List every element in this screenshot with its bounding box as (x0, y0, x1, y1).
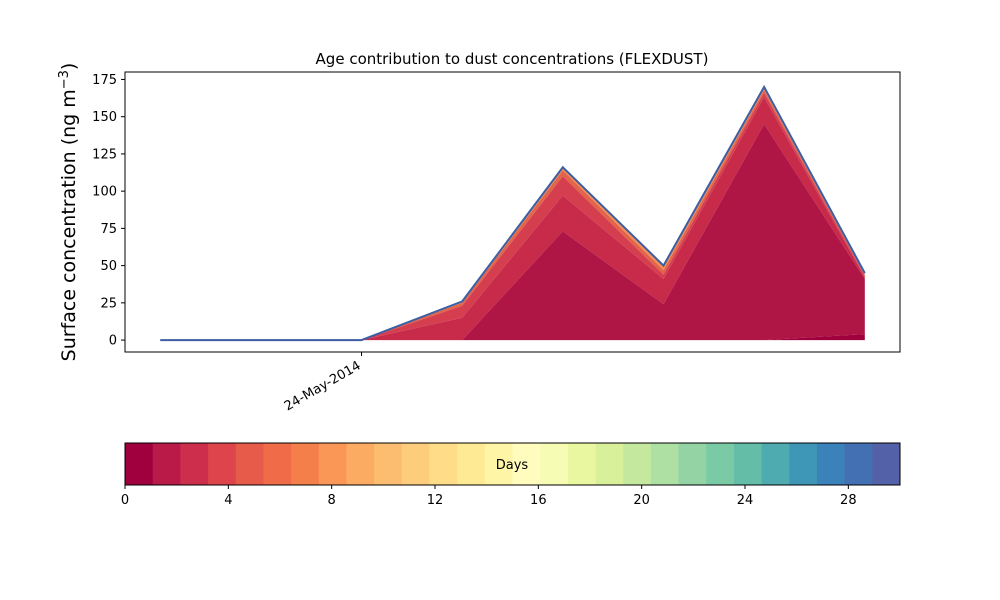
colorbar-segment (208, 443, 237, 485)
y-tick-label: 175 (92, 73, 117, 88)
y-tick-label: 125 (92, 147, 117, 162)
colorbar-segment (816, 443, 846, 485)
colorbar-segment (263, 443, 292, 485)
colorbar-segment (180, 443, 209, 485)
y-axis-label-main: Surface concentration (ng m (58, 89, 80, 361)
y-axis-label-close: ) (58, 63, 80, 70)
colorbar-segment (291, 443, 320, 485)
colorbar-tick-label: 8 (328, 493, 336, 508)
y-tick-label: 25 (100, 296, 117, 311)
y-tick-label: 50 (100, 259, 117, 274)
colorbar-tick-label: 12 (427, 493, 444, 508)
colorbar-segment (125, 443, 154, 485)
age-band-area (160, 334, 865, 341)
x-tick-label: 24-May-2014 (282, 358, 364, 414)
colorbar-tick-label: 0 (121, 493, 129, 508)
colorbar-segment (374, 443, 403, 485)
colorbar-segment (318, 443, 347, 485)
colorbar-segment (540, 443, 569, 485)
chart-title: Age contribution to dust concentrations … (316, 50, 709, 68)
colorbar-segment (789, 443, 818, 485)
colorbar-segment (429, 443, 458, 485)
colorbar-tick-label: 4 (224, 493, 232, 508)
plot-area (160, 84, 866, 342)
colorbar-segment (512, 443, 541, 485)
y-tick-label: 100 (92, 185, 117, 200)
colorbar-segment (235, 443, 264, 485)
colorbar-tick-label: 28 (840, 493, 857, 508)
colorbar-segment (706, 443, 735, 485)
colorbar-segment (567, 443, 597, 485)
colorbar-tick-label: 24 (737, 493, 754, 508)
x-axis: 24-May-2014 (282, 352, 364, 414)
y-tick-label: 0 (109, 334, 117, 349)
y-tick-label: 75 (100, 222, 117, 237)
colorbar-segment (733, 443, 763, 485)
colorbar-label: Days (496, 458, 529, 473)
colorbar-segment (152, 443, 181, 485)
y-axis: 0 25 50 75 100 125 150 175 (92, 73, 125, 349)
colorbar-frame (124, 442, 901, 486)
colorbar-tick-label: 20 (633, 493, 650, 508)
y-axis-label: Surface concentration (ng m−3) (57, 63, 80, 362)
colorbar-segment (346, 443, 375, 485)
y-axis-label-sup: −3 (57, 70, 72, 89)
colorbar: 0 4 8 12 16 20 24 28 (121, 442, 901, 508)
colorbar-segment (457, 443, 486, 485)
colorbar-segment (484, 443, 513, 485)
colorbar-segment (872, 443, 901, 485)
colorbar-segment (761, 443, 790, 485)
colorbar-segment (623, 443, 652, 485)
colorbar-segment (401, 443, 430, 485)
plot-frame (124, 71, 901, 353)
age-band-area (160, 124, 865, 341)
total-concentration-line (160, 84, 866, 342)
colorbar-segment (595, 443, 624, 485)
colorbar-segment (844, 443, 873, 485)
colorbar-tick-label: 16 (530, 493, 547, 508)
colorbar-segment (678, 443, 707, 485)
colorbar-segment (650, 443, 680, 485)
y-tick-label: 150 (92, 110, 117, 125)
